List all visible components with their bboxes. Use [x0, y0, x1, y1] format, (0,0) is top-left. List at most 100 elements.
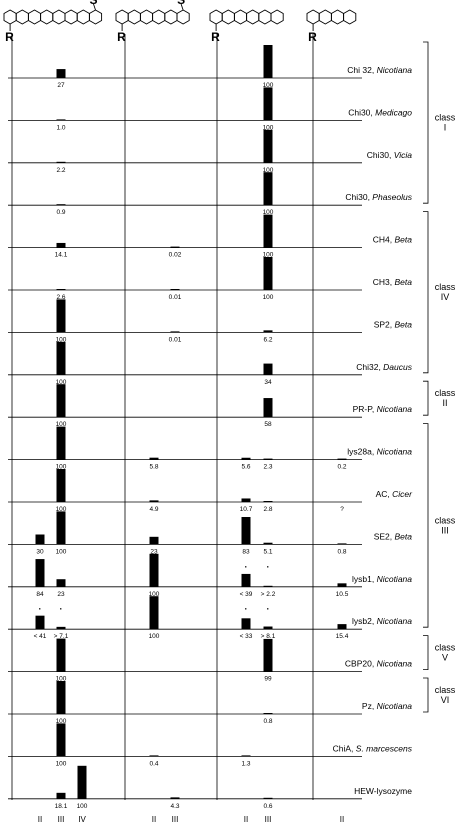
bar: [149, 536, 159, 545]
organism-name: Nicotiana: [377, 447, 413, 457]
bar: [263, 129, 273, 163]
x-tick-label: II: [152, 815, 156, 824]
organism-name: Cicer: [392, 489, 413, 499]
bar: [35, 534, 45, 545]
value-label: 5.6: [241, 464, 250, 471]
pyranose-ring: [15, 9, 29, 25]
bar: [263, 45, 273, 78]
enzyme-label: Chi30, Medicago: [348, 107, 412, 117]
x-tick-label: IV: [78, 815, 86, 824]
bar: [263, 330, 273, 333]
value-label: 100: [56, 548, 67, 555]
bar: [56, 792, 66, 799]
value-label: 14.1: [55, 252, 68, 259]
value-label: 100: [56, 760, 67, 767]
value-label: 100: [263, 252, 274, 259]
enzyme-name: PR-P,: [353, 404, 377, 414]
enzyme-name: Chi 32,: [347, 65, 376, 75]
enzyme-name: CH4,: [373, 235, 395, 245]
class-bracket: [423, 677, 429, 713]
value-label: > 7.1: [54, 633, 69, 640]
pyranose-ring: [139, 9, 154, 25]
uncertainty-star: ·: [245, 604, 248, 614]
bar: [56, 723, 66, 757]
class-label-line: I: [444, 123, 447, 133]
value-label: 100: [77, 803, 88, 810]
enzyme-label: CH4, Beta: [373, 235, 412, 245]
bar: [149, 596, 159, 630]
bar: [263, 797, 273, 799]
enzyme-label: lys28a, Nicotiana: [347, 447, 412, 457]
enzyme-label: CH3, Beta: [373, 277, 412, 287]
bar: [149, 553, 159, 587]
organism-name: Nicotiana: [377, 659, 413, 669]
organism-name: Beta: [395, 319, 413, 329]
enzyme-name: CBP20,: [345, 659, 377, 669]
class-label-line: VI: [441, 695, 450, 705]
uncertainty-star: ·: [60, 604, 63, 614]
organism-name: Nicotiana: [377, 701, 413, 711]
value-label: 100: [149, 633, 160, 640]
value-label: 0.8: [337, 548, 346, 555]
value-label: 100: [263, 294, 274, 301]
bar: [241, 517, 251, 545]
value-label: 18.1: [55, 803, 68, 810]
x-tick-labels: II III IV II III II III II: [38, 815, 344, 824]
s-bond: [180, 3, 184, 11]
bar: [56, 681, 66, 714]
value-label: 5.1: [263, 548, 272, 555]
value-label: < 39: [240, 591, 253, 598]
bar: [263, 713, 273, 714]
value-label: 2.8: [263, 506, 272, 513]
enzyme-label: Chi30, Vicia: [367, 150, 412, 160]
value-label: 10.7: [240, 506, 253, 513]
x-tick-label: II: [244, 815, 248, 824]
pyranose-ring: [127, 9, 141, 25]
value-label: 100: [263, 124, 274, 131]
bar: [263, 363, 273, 375]
value-label: 100: [56, 718, 67, 725]
bar: [56, 242, 66, 248]
value-label: 100: [56, 379, 67, 386]
substrate-structure: R: [306, 9, 357, 44]
class-label-line: II: [442, 398, 447, 408]
value-labels: 27 100 1.0 100 2.2 100 0.9 100 14.1 0.02 100 2.6 0.0…: [34, 82, 349, 810]
value-label: 0.02: [169, 252, 182, 259]
bar: [263, 458, 273, 460]
enzyme-label: AC, Cicer: [376, 489, 414, 499]
value-label: 100: [263, 209, 274, 216]
value-label: 0.9: [56, 209, 65, 216]
x-tick-label: II: [38, 815, 42, 824]
pyranose-ring: [258, 9, 272, 25]
value-label: 0.4: [149, 760, 158, 767]
bar: [56, 426, 66, 460]
bar: [337, 458, 347, 460]
value-label: 58: [264, 421, 272, 428]
class-label: class II: [435, 388, 456, 408]
bar: [263, 257, 273, 290]
bar: [56, 469, 66, 502]
organism-name: Nicotiana: [377, 574, 413, 584]
value-label: 0.6: [263, 803, 272, 810]
enzyme-name: Chi30,: [367, 150, 394, 160]
substrate-structure: R: [209, 9, 284, 44]
pyranose-ring: [76, 9, 90, 25]
s-label: S: [177, 0, 185, 7]
value-label: 100: [56, 336, 67, 343]
bar: [337, 583, 347, 587]
bar: [241, 457, 251, 460]
value-label: 0.01: [169, 294, 182, 301]
value-label: 23: [150, 548, 158, 555]
enzyme-label: HEW-lysozyme: [354, 786, 412, 796]
bar: [56, 299, 66, 333]
value-label: 100: [56, 421, 67, 428]
bar: [263, 626, 273, 630]
r-group-label: R: [117, 30, 126, 44]
organism-name: Beta: [395, 277, 413, 287]
value-label: 0.01: [169, 336, 182, 343]
value-label: 5.8: [149, 464, 158, 471]
substrate-structure: RS: [3, 0, 103, 44]
bar: [149, 500, 159, 502]
pyranose-ring: [27, 9, 42, 25]
bar: [35, 559, 45, 587]
